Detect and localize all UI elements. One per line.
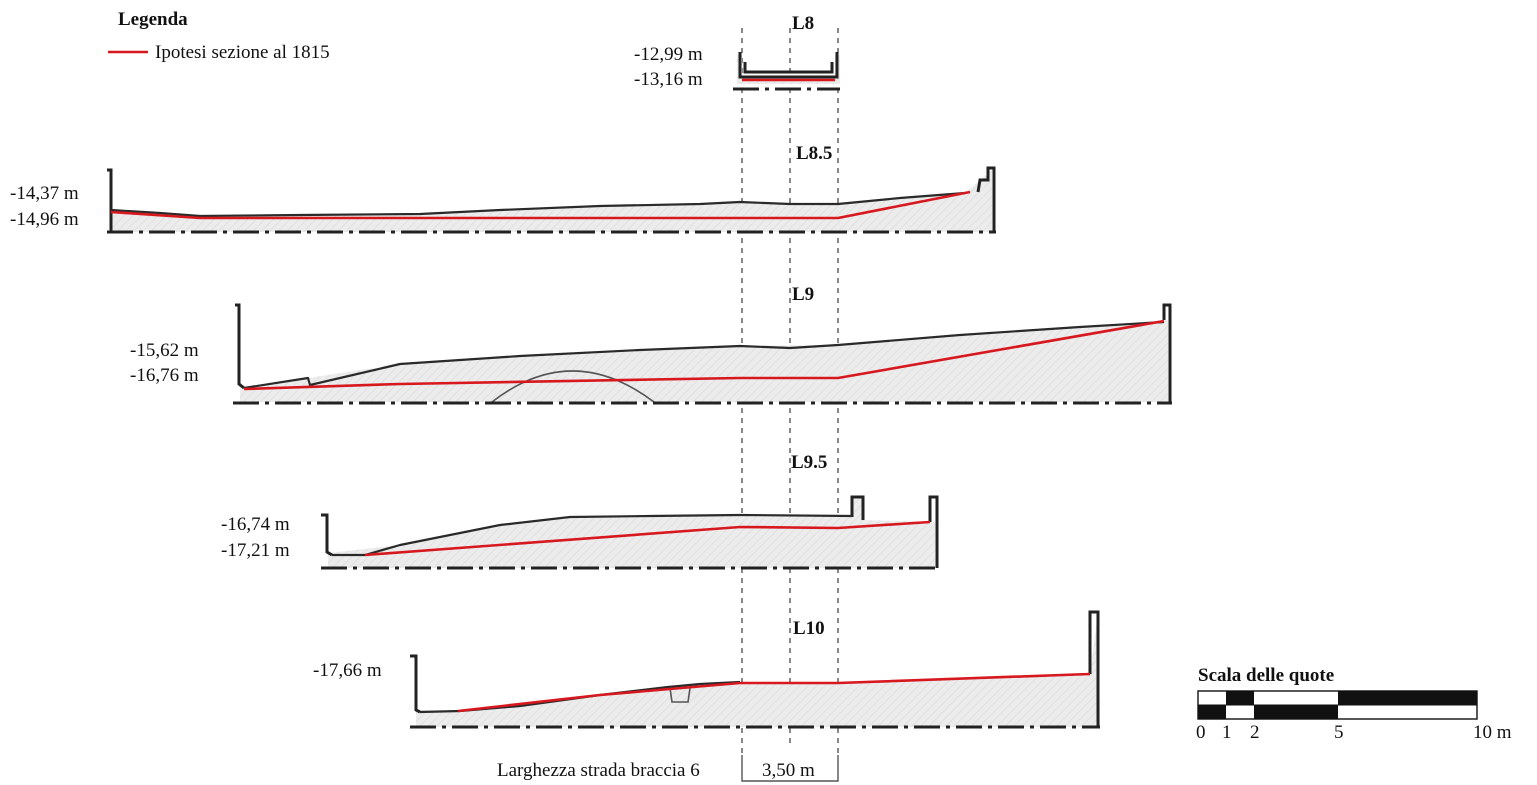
section-l10-left-wall [410,654,421,714]
section-l8-5-ground-line [110,191,966,218]
scale-bar-seg-top-4 [1338,691,1477,705]
section-l8-5-elevation-top: -14,37 m [10,183,79,204]
section-l9-5-elevation-bottom: -17,21 m [221,540,290,561]
section-l9-fill [240,320,1168,402]
section-l9-5-right-wall [928,495,939,568]
section-l9-elevation-bottom: -16,76 m [130,365,199,386]
section-l8-5-hypothesis-line [110,190,971,220]
section-l10-elevation: -17,66 m [313,660,382,681]
section-l9-right-wall [1162,303,1172,402]
scale-bar-seg-top-2 [1226,691,1254,705]
section-l9: L9 -15,62 m -16,76 m [130,284,1172,405]
section-l9-5-label: L9.5 [791,452,827,473]
section-l8-5: L8.5 -14,37 m -14,96 m [10,143,996,234]
section-l9-buried-arch [491,370,655,403]
scale-bar-title: Scala delle quote [1198,665,1334,686]
section-l10-label: L10 [793,618,825,639]
section-l9-elevation-top: -15,62 m [130,340,199,361]
section-l8-elevation-top: -12,99 m [634,44,703,65]
section-l8-5-left-wall [107,168,113,232]
scale-bar-tick-5: 5 [1334,722,1344,743]
section-l9-left-wall [235,303,245,390]
section-l9-5-left-wall [321,513,333,557]
road-width-bracket [741,755,839,782]
section-l9-5-step-wall [850,495,865,520]
road-width-value: 3,50 m [762,760,815,781]
section-l9-ground-line [243,320,1165,390]
section-l9-5: L9.5 -16,74 m -17,21 m [221,452,939,570]
section-l8-label: L8 [792,13,814,34]
section-l8-5-right-wall [976,166,996,232]
section-l10-fill [416,612,1100,727]
scale-bar-tick-0: 0 [1196,722,1206,743]
section-l8-5-elevation-bottom: -14,96 m [10,209,79,230]
section-l8-5-fill [111,170,992,232]
scale-bar-tick-1: 1 [1222,722,1232,743]
section-l10-hypothesis-line [457,672,1091,713]
road-width-caption: Larghezza strada braccia 6 [497,760,700,781]
road-width-dimension: Larghezza strada braccia 6 3,50 m [497,755,839,782]
scale-bar-tick-10: 10 m [1473,722,1512,743]
section-l8-inner-wall [743,62,834,74]
section-l10-small-feature [669,687,691,703]
section-l9-5-elevation-top: -16,74 m [221,514,290,535]
scale-bar-seg-bottom-3 [1254,705,1338,719]
scale-bar-seg-bottom-1 [1198,705,1226,719]
scale-bar: Scala delle quote 0 1 2 5 10 m [1196,665,1512,743]
section-l10: L10 -17,66 m [313,610,1100,729]
section-l10-right-wall [1088,610,1100,727]
legend-item-label: Ipotesi sezione al 1815 [155,42,330,63]
section-l8-elevation-bottom: -13,16 m [634,69,703,90]
section-l9-label: L9 [792,284,814,305]
legend-title: Legenda [118,9,188,30]
legend: Legenda Ipotesi sezione al 1815 [108,9,330,63]
section-l9-hypothesis-line [243,319,1165,391]
section-l8-wall [738,52,839,79]
section-l9-5-hypothesis-line [364,520,931,557]
section-l8-5-label: L8.5 [796,143,832,164]
scale-bar-tick-2: 2 [1250,722,1260,743]
section-l9-5-fill [328,497,935,568]
section-l8: L8 -12,99 m -13,16 m [634,13,840,91]
